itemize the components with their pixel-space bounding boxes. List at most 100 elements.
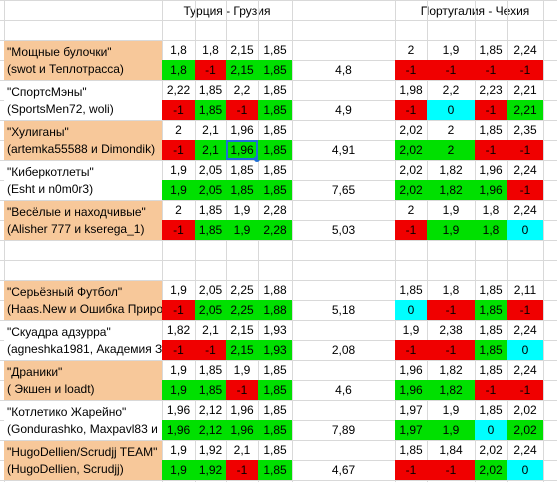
result-cell[interactable]: -1 xyxy=(427,300,475,320)
odds-cell[interactable]: 2,05 xyxy=(198,283,223,297)
odds-cell[interactable]: 1,84 xyxy=(439,443,463,457)
odds-cell[interactable]: 1,8 xyxy=(202,43,219,57)
odds-cell[interactable]: 1,82 xyxy=(439,363,463,377)
result-cell[interactable]: 1,9 xyxy=(162,380,195,400)
odds-cell[interactable]: 2,23 xyxy=(479,83,503,97)
result-cell[interactable]: -1 xyxy=(427,460,475,480)
result-cell[interactable]: -1 xyxy=(162,140,195,160)
result-cell[interactable]: -1 xyxy=(162,220,195,240)
odds-cell[interactable]: 2,15 xyxy=(230,323,254,337)
odds-cell[interactable]: 2,02 xyxy=(513,403,537,417)
odds-cell[interactable]: 2,21 xyxy=(513,83,537,97)
odds-cell[interactable]: 1,85 xyxy=(263,43,287,57)
odds-cell[interactable]: 2,25 xyxy=(230,283,254,297)
score-cell[interactable]: 2,08 xyxy=(331,343,356,357)
odds-cell[interactable]: 1,9 xyxy=(170,363,187,377)
odds-cell[interactable]: 1,96 xyxy=(230,403,254,417)
odds-cell[interactable]: 2 xyxy=(407,43,415,57)
odds-cell[interactable]: 2,24 xyxy=(513,203,537,217)
result-cell[interactable]: 0 xyxy=(475,420,507,440)
odds-cell[interactable]: 2,15 xyxy=(230,43,254,57)
odds-cell[interactable]: 1,85 xyxy=(479,403,503,417)
odds-cell[interactable]: 1,9 xyxy=(402,323,420,337)
result-cell[interactable]: 1,97 xyxy=(395,420,427,440)
score-cell[interactable]: 4,6 xyxy=(335,383,352,397)
result-cell[interactable]: -1 xyxy=(475,380,507,400)
result-cell[interactable]: 1,88 xyxy=(258,300,292,320)
result-cell[interactable]: 2,05 xyxy=(195,180,226,200)
result-cell[interactable]: 2,21 xyxy=(507,100,543,120)
odds-cell[interactable]: 1,92 xyxy=(198,443,223,457)
odds-cell[interactable]: 2 xyxy=(407,203,415,217)
result-cell[interactable]: 1,96 xyxy=(226,140,258,160)
result-cell[interactable]: 2,1 xyxy=(195,140,226,160)
result-cell[interactable]: 0 xyxy=(507,460,543,480)
odds-cell[interactable]: 1,85 xyxy=(263,443,287,457)
odds-cell[interactable]: 1,8 xyxy=(170,43,187,57)
result-cell[interactable]: 1,8 xyxy=(475,220,507,240)
result-cell[interactable]: -1 xyxy=(475,140,507,160)
odds-cell[interactable]: 1,85 xyxy=(479,43,503,57)
score-cell[interactable]: 4,8 xyxy=(335,63,352,77)
odds-cell[interactable]: 1,9 xyxy=(442,203,460,217)
odds-cell[interactable]: 2,38 xyxy=(439,323,463,337)
odds-cell[interactable]: 1,8 xyxy=(442,283,460,297)
score-cell[interactable]: 4,9 xyxy=(335,103,352,117)
result-cell[interactable]: 1,96 xyxy=(226,420,258,440)
odds-cell[interactable]: 1,96 xyxy=(399,363,423,377)
result-cell[interactable]: 1,9 xyxy=(162,180,195,200)
odds-cell[interactable]: 1,85 xyxy=(263,163,287,177)
odds-cell[interactable]: 2,24 xyxy=(513,43,537,57)
result-cell[interactable]: 1,93 xyxy=(258,340,292,360)
odds-cell[interactable]: 1,9 xyxy=(170,443,187,457)
odds-cell[interactable]: 2,02 xyxy=(479,443,503,457)
odds-cell[interactable]: 2 xyxy=(175,123,182,137)
result-cell[interactable]: -1 xyxy=(195,60,226,80)
result-cell[interactable]: -1 xyxy=(226,380,258,400)
odds-cell[interactable]: 1,85 xyxy=(230,163,254,177)
result-cell[interactable]: -1 xyxy=(395,100,427,120)
result-cell[interactable]: 1,85 xyxy=(195,380,226,400)
result-cell[interactable]: 1,9 xyxy=(226,220,258,240)
result-cell[interactable]: -1 xyxy=(475,100,507,120)
odds-cell[interactable]: 1,85 xyxy=(198,363,223,377)
odds-cell[interactable]: 2,05 xyxy=(198,163,223,177)
result-cell[interactable]: 1,85 xyxy=(475,300,507,320)
result-cell[interactable]: -1 xyxy=(395,460,427,480)
odds-cell[interactable]: 1,85 xyxy=(198,203,223,217)
result-cell[interactable]: 1,85 xyxy=(195,220,226,240)
odds-cell[interactable]: 1,96 xyxy=(166,403,191,417)
result-cell[interactable]: 1,9 xyxy=(427,220,475,240)
odds-cell[interactable]: 1,9 xyxy=(170,163,187,177)
result-cell[interactable]: 1,96 xyxy=(395,380,427,400)
odds-cell[interactable]: 1,96 xyxy=(479,163,503,177)
result-cell[interactable]: 1,9 xyxy=(427,420,475,440)
fill-handle[interactable] xyxy=(254,156,260,162)
result-cell[interactable]: 1,85 xyxy=(258,460,292,480)
odds-cell[interactable]: 1,96 xyxy=(230,123,254,137)
result-cell[interactable]: -1 xyxy=(507,180,543,200)
score-cell[interactable]: 5,03 xyxy=(331,223,356,237)
odds-cell[interactable]: 2,35 xyxy=(513,123,537,137)
odds-cell[interactable]: 1,85 xyxy=(198,83,223,97)
team-cell[interactable]: "Весёлые и находчивые" (Alisher 777 и kse… xyxy=(4,200,162,240)
odds-cell[interactable]: 1,82 xyxy=(439,163,463,177)
result-cell[interactable]: 1,85 xyxy=(258,380,292,400)
score-cell[interactable]: 4,67 xyxy=(331,463,356,477)
odds-cell[interactable]: 2,24 xyxy=(513,443,537,457)
odds-cell[interactable]: 1,98 xyxy=(399,83,423,97)
result-cell[interactable]: -1 xyxy=(427,340,475,360)
odds-cell[interactable]: 1,8 xyxy=(482,203,500,217)
result-cell[interactable]: 1,92 xyxy=(195,460,226,480)
odds-cell[interactable]: 1,85 xyxy=(399,443,423,457)
result-cell[interactable]: 2,12 xyxy=(195,420,226,440)
odds-cell[interactable]: 1,85 xyxy=(263,403,287,417)
result-cell[interactable]: 1,9 xyxy=(162,460,195,480)
team-cell[interactable]: "Котлетико Жарейно" (Gondurashko, Maxpavl… xyxy=(4,400,162,440)
result-cell[interactable]: 2,02 xyxy=(475,460,507,480)
result-cell[interactable]: -1 xyxy=(507,300,543,320)
result-cell[interactable]: 1,85 xyxy=(258,100,292,120)
odds-cell[interactable]: 1,9 xyxy=(442,403,460,417)
odds-cell[interactable]: 1,85 xyxy=(479,123,503,137)
odds-cell[interactable]: 1,88 xyxy=(263,283,287,297)
